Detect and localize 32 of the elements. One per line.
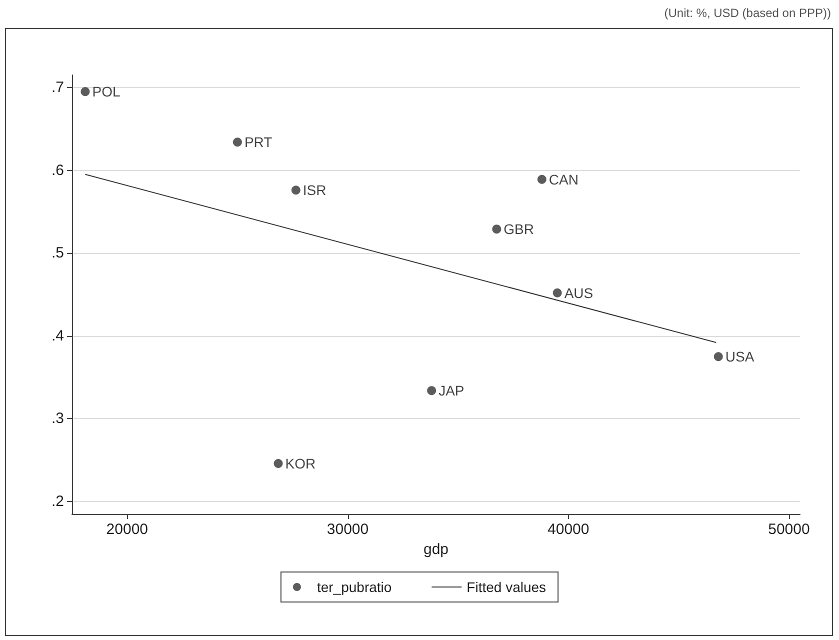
x-tick-label: 50000 bbox=[768, 521, 810, 538]
x-tick-label: 20000 bbox=[106, 521, 148, 538]
point bbox=[492, 224, 502, 234]
x-tick-label: 40000 bbox=[548, 521, 590, 538]
point bbox=[427, 386, 436, 396]
y-tick-label: .5 bbox=[51, 244, 64, 262]
legend-label: Fitted values bbox=[466, 579, 546, 595]
annotation: AUS bbox=[564, 284, 594, 301]
y-tick-label: .2 bbox=[51, 493, 64, 510]
x-axis-title: gdp bbox=[423, 541, 449, 558]
annotation: PRT bbox=[244, 134, 273, 150]
annotation: ISR bbox=[302, 182, 326, 198]
point bbox=[80, 87, 90, 96]
point bbox=[291, 186, 300, 195]
y-tick-label: .4 bbox=[51, 327, 64, 344]
annotation: CAN bbox=[548, 171, 578, 188]
legend-label: ter_pubratio bbox=[316, 579, 392, 595]
y-tick-label: .7 bbox=[51, 78, 64, 96]
point bbox=[552, 288, 562, 298]
point bbox=[714, 352, 723, 362]
x-tick-label: 30000 bbox=[326, 521, 369, 538]
text: (Unit: %, USD (based on PPP)) bbox=[664, 6, 831, 20]
annotation: GBR bbox=[504, 221, 534, 238]
point bbox=[232, 138, 242, 147]
y-tick-label: .6 bbox=[51, 162, 64, 179]
annotation: USA bbox=[725, 348, 755, 365]
point bbox=[274, 458, 283, 468]
y-tick-label: .3 bbox=[51, 410, 64, 428]
annotation: POL bbox=[92, 84, 120, 100]
point bbox=[537, 174, 546, 184]
annotation: KOR bbox=[285, 455, 316, 472]
annotation: JAP bbox=[438, 382, 464, 399]
